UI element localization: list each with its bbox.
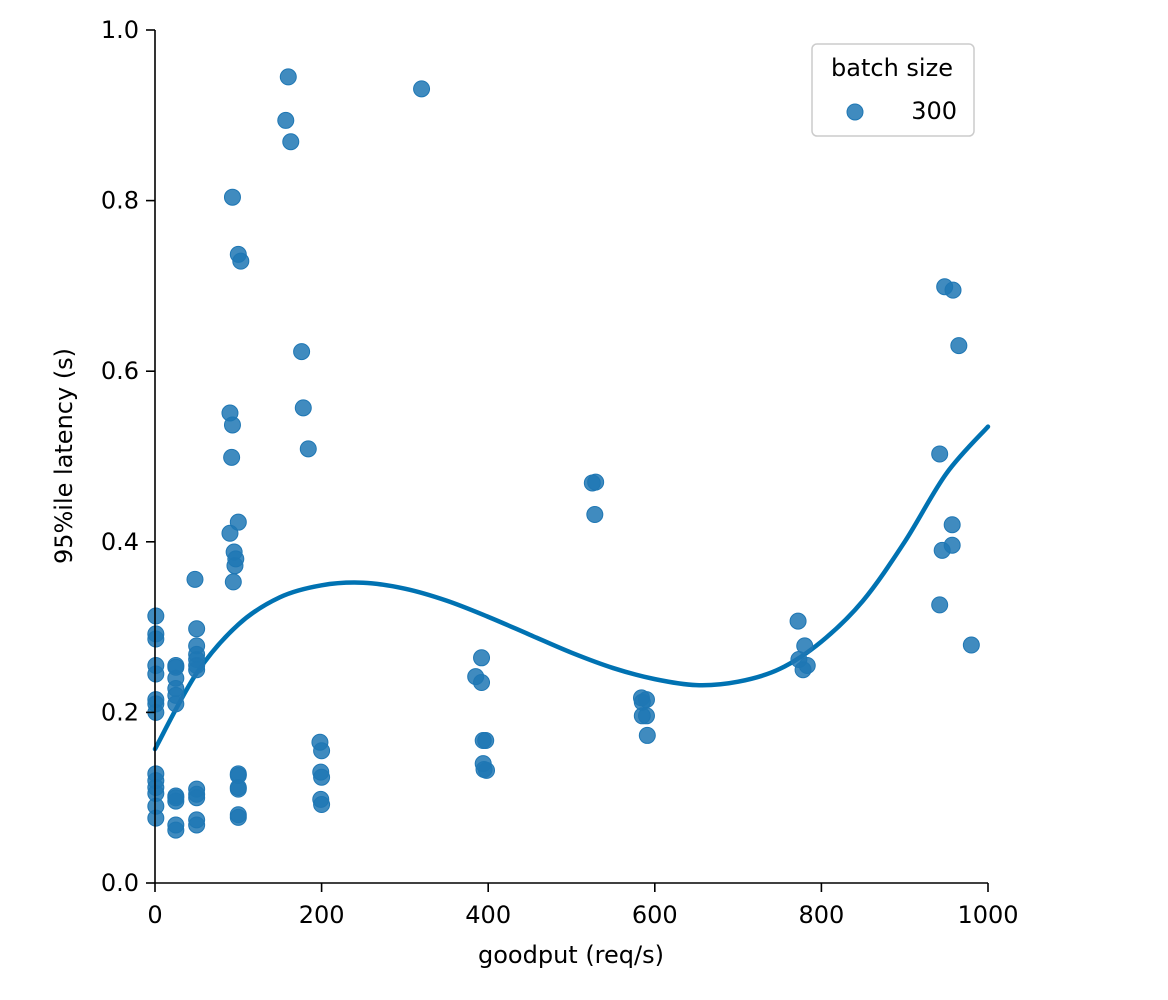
scatter-point (282, 133, 300, 151)
y-tick-label: 0.0 (101, 869, 139, 897)
scatter-point (279, 68, 297, 86)
fit-line (152, 424, 991, 752)
scatter-point (933, 541, 951, 559)
x-tick-label: 400 (465, 901, 511, 929)
scatter-point (229, 780, 247, 798)
x-axis-title: goodput (req/s) (478, 941, 664, 969)
scatter-point (313, 796, 331, 814)
y-tick-label: 0.8 (101, 187, 139, 215)
scatter-point (473, 674, 491, 692)
y-tick-label: 0.6 (101, 357, 139, 385)
y-tick-label: 0.4 (101, 528, 139, 556)
scatter-point (167, 821, 185, 839)
scatter-point (223, 448, 241, 466)
scatter-point (638, 726, 656, 744)
x-tick-label: 1000 (957, 901, 1018, 929)
scatter-point (147, 630, 165, 648)
scatter-point (294, 399, 312, 417)
scatter-point (224, 573, 242, 591)
scatter-point (293, 343, 311, 361)
scatter-point (188, 620, 206, 638)
scatter-point (789, 612, 807, 630)
y-axis-title: 95%ile latency (s) (50, 348, 78, 564)
legend-entry-300: 300 (911, 97, 957, 125)
fit-layer (152, 424, 991, 752)
legend-marker (846, 103, 864, 121)
scatter-point (299, 440, 317, 458)
scatter-point (147, 665, 165, 683)
y-tick-label: 0.2 (101, 698, 139, 726)
x-tick-label: 0 (147, 901, 162, 929)
scatter-point (188, 816, 206, 834)
scatter-point (475, 761, 493, 779)
scatter-point (931, 596, 949, 614)
scatter-point (587, 473, 605, 491)
scatter-point (473, 649, 491, 667)
scatter-point (943, 516, 961, 534)
x-ticks: 0 200 400 600 800 1000 (147, 883, 1019, 929)
scatter-point (477, 732, 495, 750)
scatter-point (313, 742, 331, 760)
scatter-point (413, 80, 431, 98)
scatter-point (232, 252, 250, 270)
points-layer (147, 68, 980, 839)
y-tick-label: 1.0 (101, 16, 139, 44)
scatter-point (931, 445, 949, 463)
scatter-point (794, 661, 812, 679)
scatter-point (637, 707, 655, 725)
x-tick-label: 800 (798, 901, 844, 929)
scatter-point (167, 695, 185, 713)
scatter-point (950, 337, 968, 355)
scatter-point (188, 789, 206, 807)
axes: 0 200 400 600 800 1000 0.0 0.2 0.4 0.6 0.8 1.0 (101, 16, 1019, 929)
x-tick-label: 200 (299, 901, 345, 929)
scatter-point (586, 506, 604, 524)
scatter-point (229, 808, 247, 826)
scatter-point (962, 636, 980, 654)
x-tick-label: 600 (632, 901, 678, 929)
scatter-point (147, 607, 165, 625)
y-ticks: 0.0 0.2 0.4 0.6 0.8 1.0 (101, 16, 155, 897)
scatter-point (147, 809, 165, 827)
scatter-point (944, 281, 962, 299)
legend-title: batch size (831, 54, 953, 82)
scatter-point (188, 661, 206, 679)
scatter-point (226, 557, 244, 575)
scatter-point (186, 570, 204, 588)
scatter-point (221, 524, 239, 542)
scatter-point (167, 792, 185, 810)
scatter-point (277, 111, 295, 129)
scatter-point (313, 768, 331, 786)
legend: batch size 300 (811, 43, 975, 137)
scatter-point (223, 416, 241, 434)
scatter-point (223, 188, 241, 206)
